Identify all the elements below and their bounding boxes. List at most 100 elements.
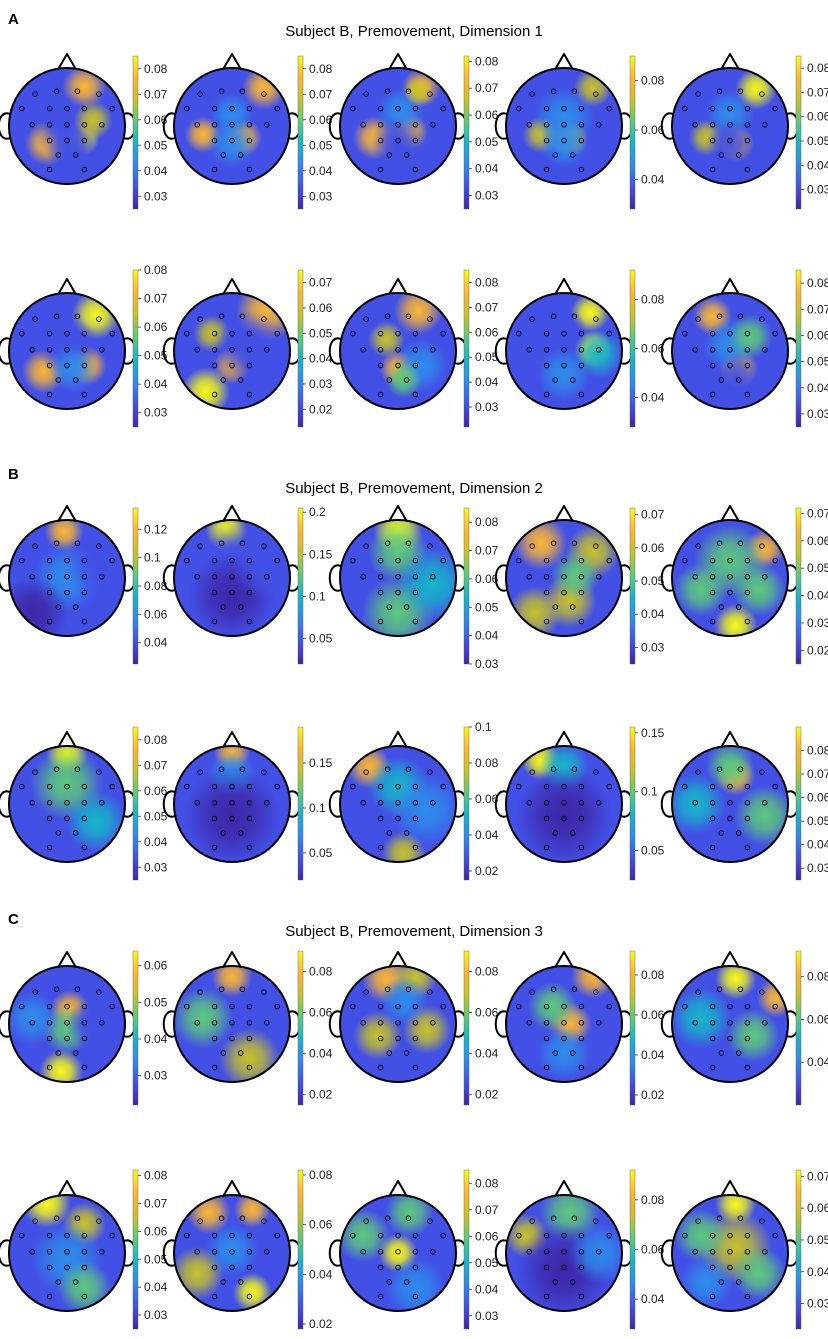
electrode (412, 574, 419, 580)
electrode (246, 330, 253, 337)
electrode (529, 769, 535, 775)
electrode (99, 347, 105, 353)
colorbar-tick-label: 0.03 (807, 616, 828, 630)
electrode (363, 316, 369, 322)
electrode (759, 316, 765, 322)
electrode (395, 815, 401, 822)
electrode (220, 830, 227, 836)
activation-blob (234, 1195, 271, 1228)
scalp-field (9, 520, 125, 636)
electrode (246, 844, 253, 851)
electrode (74, 313, 81, 319)
electrode (264, 347, 270, 353)
electrode (606, 1232, 612, 1239)
electrode (578, 391, 585, 398)
electrode (744, 1035, 751, 1042)
colorbar-tick-label: 0.04 (807, 381, 828, 395)
electrode (395, 800, 401, 806)
electrode (74, 88, 81, 94)
colorbar-tick-label: 0.1 (309, 590, 326, 604)
electrode (569, 1279, 576, 1285)
electrode (239, 88, 246, 94)
scalp-field (174, 68, 290, 184)
electrode (578, 557, 585, 564)
electrode (561, 574, 567, 580)
activation-blob (537, 1026, 591, 1080)
electrode (571, 540, 578, 546)
activation-blob (711, 352, 761, 402)
left-ear (0, 1010, 11, 1038)
panel-c: C Subject B, Premovement, Dimension 3 0.03… (0, 911, 828, 1331)
nose (720, 505, 740, 523)
electrode (578, 1035, 585, 1042)
electrode (363, 543, 369, 549)
colorbar-tick-label: 0.05 (807, 355, 828, 369)
colorbar-tick-label: 0.07 (144, 87, 168, 101)
activation-blob (371, 116, 425, 171)
nose (57, 278, 77, 296)
electrode (64, 105, 70, 112)
electrode (552, 152, 559, 158)
electrode (727, 1020, 733, 1026)
electrode (543, 347, 550, 353)
head-outline (339, 292, 457, 410)
electrode (237, 1279, 244, 1285)
colorbar-tick-label: 0.06 (807, 791, 828, 805)
colorbar-gradient (297, 950, 304, 1106)
electrode (593, 1218, 599, 1224)
electrode (229, 362, 235, 369)
left-ear (494, 337, 508, 365)
electrode (596, 1249, 602, 1255)
electrode (211, 1064, 218, 1071)
electrode (716, 313, 723, 319)
colorbar: 0.02 0.03 0.04 0.05 0.06 0.07 (297, 269, 333, 428)
colorbar: 0.03 0.04 0.05 0.06 (132, 950, 168, 1106)
electrode (46, 166, 53, 173)
electrode (744, 122, 751, 128)
electrode (264, 1249, 270, 1255)
electrode (762, 800, 768, 806)
electrode (772, 1003, 778, 1010)
colorbar-tick-label: 0.06 (807, 110, 828, 124)
electrode (395, 1020, 401, 1026)
colorbar-tick-label: 0.04 (309, 1047, 333, 1061)
colorbar: 0.03 0.04 0.05 0.06 0.07 0.08 (795, 726, 828, 881)
panel-title: Subject B, Premovement, Dimension 2 (285, 480, 543, 497)
colorbar-tick-label: 0.03 (807, 407, 828, 421)
electrode (561, 330, 567, 337)
colorbar-tick-label: 0.02 (475, 1088, 499, 1102)
electrode (261, 1218, 267, 1224)
colorbar: 0.05 0.1 0.15 (297, 726, 333, 881)
electrode (578, 800, 585, 806)
colorbar-tick-label: 0.08 (641, 74, 665, 88)
scalp-field (506, 293, 622, 409)
nose (388, 505, 408, 523)
electrode (578, 1003, 585, 1010)
colorbar-gradient (795, 726, 802, 881)
electrode (96, 91, 102, 97)
activation-blob (22, 1195, 72, 1229)
nose (554, 53, 574, 71)
electrode (552, 377, 559, 383)
electrode (246, 166, 253, 173)
electrode (744, 783, 751, 790)
electrode (377, 557, 384, 564)
electrode (229, 1249, 235, 1255)
colorbar-tick-label: 0.08 (309, 965, 333, 979)
colorbar-gradient (132, 55, 139, 210)
electrode (350, 105, 356, 112)
topomap: 0.03 0.04 0.05 0.06 0.07 0.08 (328, 269, 499, 428)
electrode (395, 122, 401, 128)
electrode (363, 91, 369, 97)
electrode (430, 1020, 436, 1026)
colorbar-tick-label: 0.08 (807, 61, 828, 75)
panel-label: B (8, 466, 19, 483)
electrode (218, 1215, 225, 1221)
electrode (427, 543, 433, 549)
electrode (211, 618, 218, 625)
activation-blob (508, 586, 562, 636)
head-outline (505, 965, 623, 1083)
colorbar-tick-label: 0.06 (641, 342, 665, 356)
electrode (197, 91, 203, 97)
colorbar: 0.04 0.06 0.08 (629, 1169, 665, 1330)
